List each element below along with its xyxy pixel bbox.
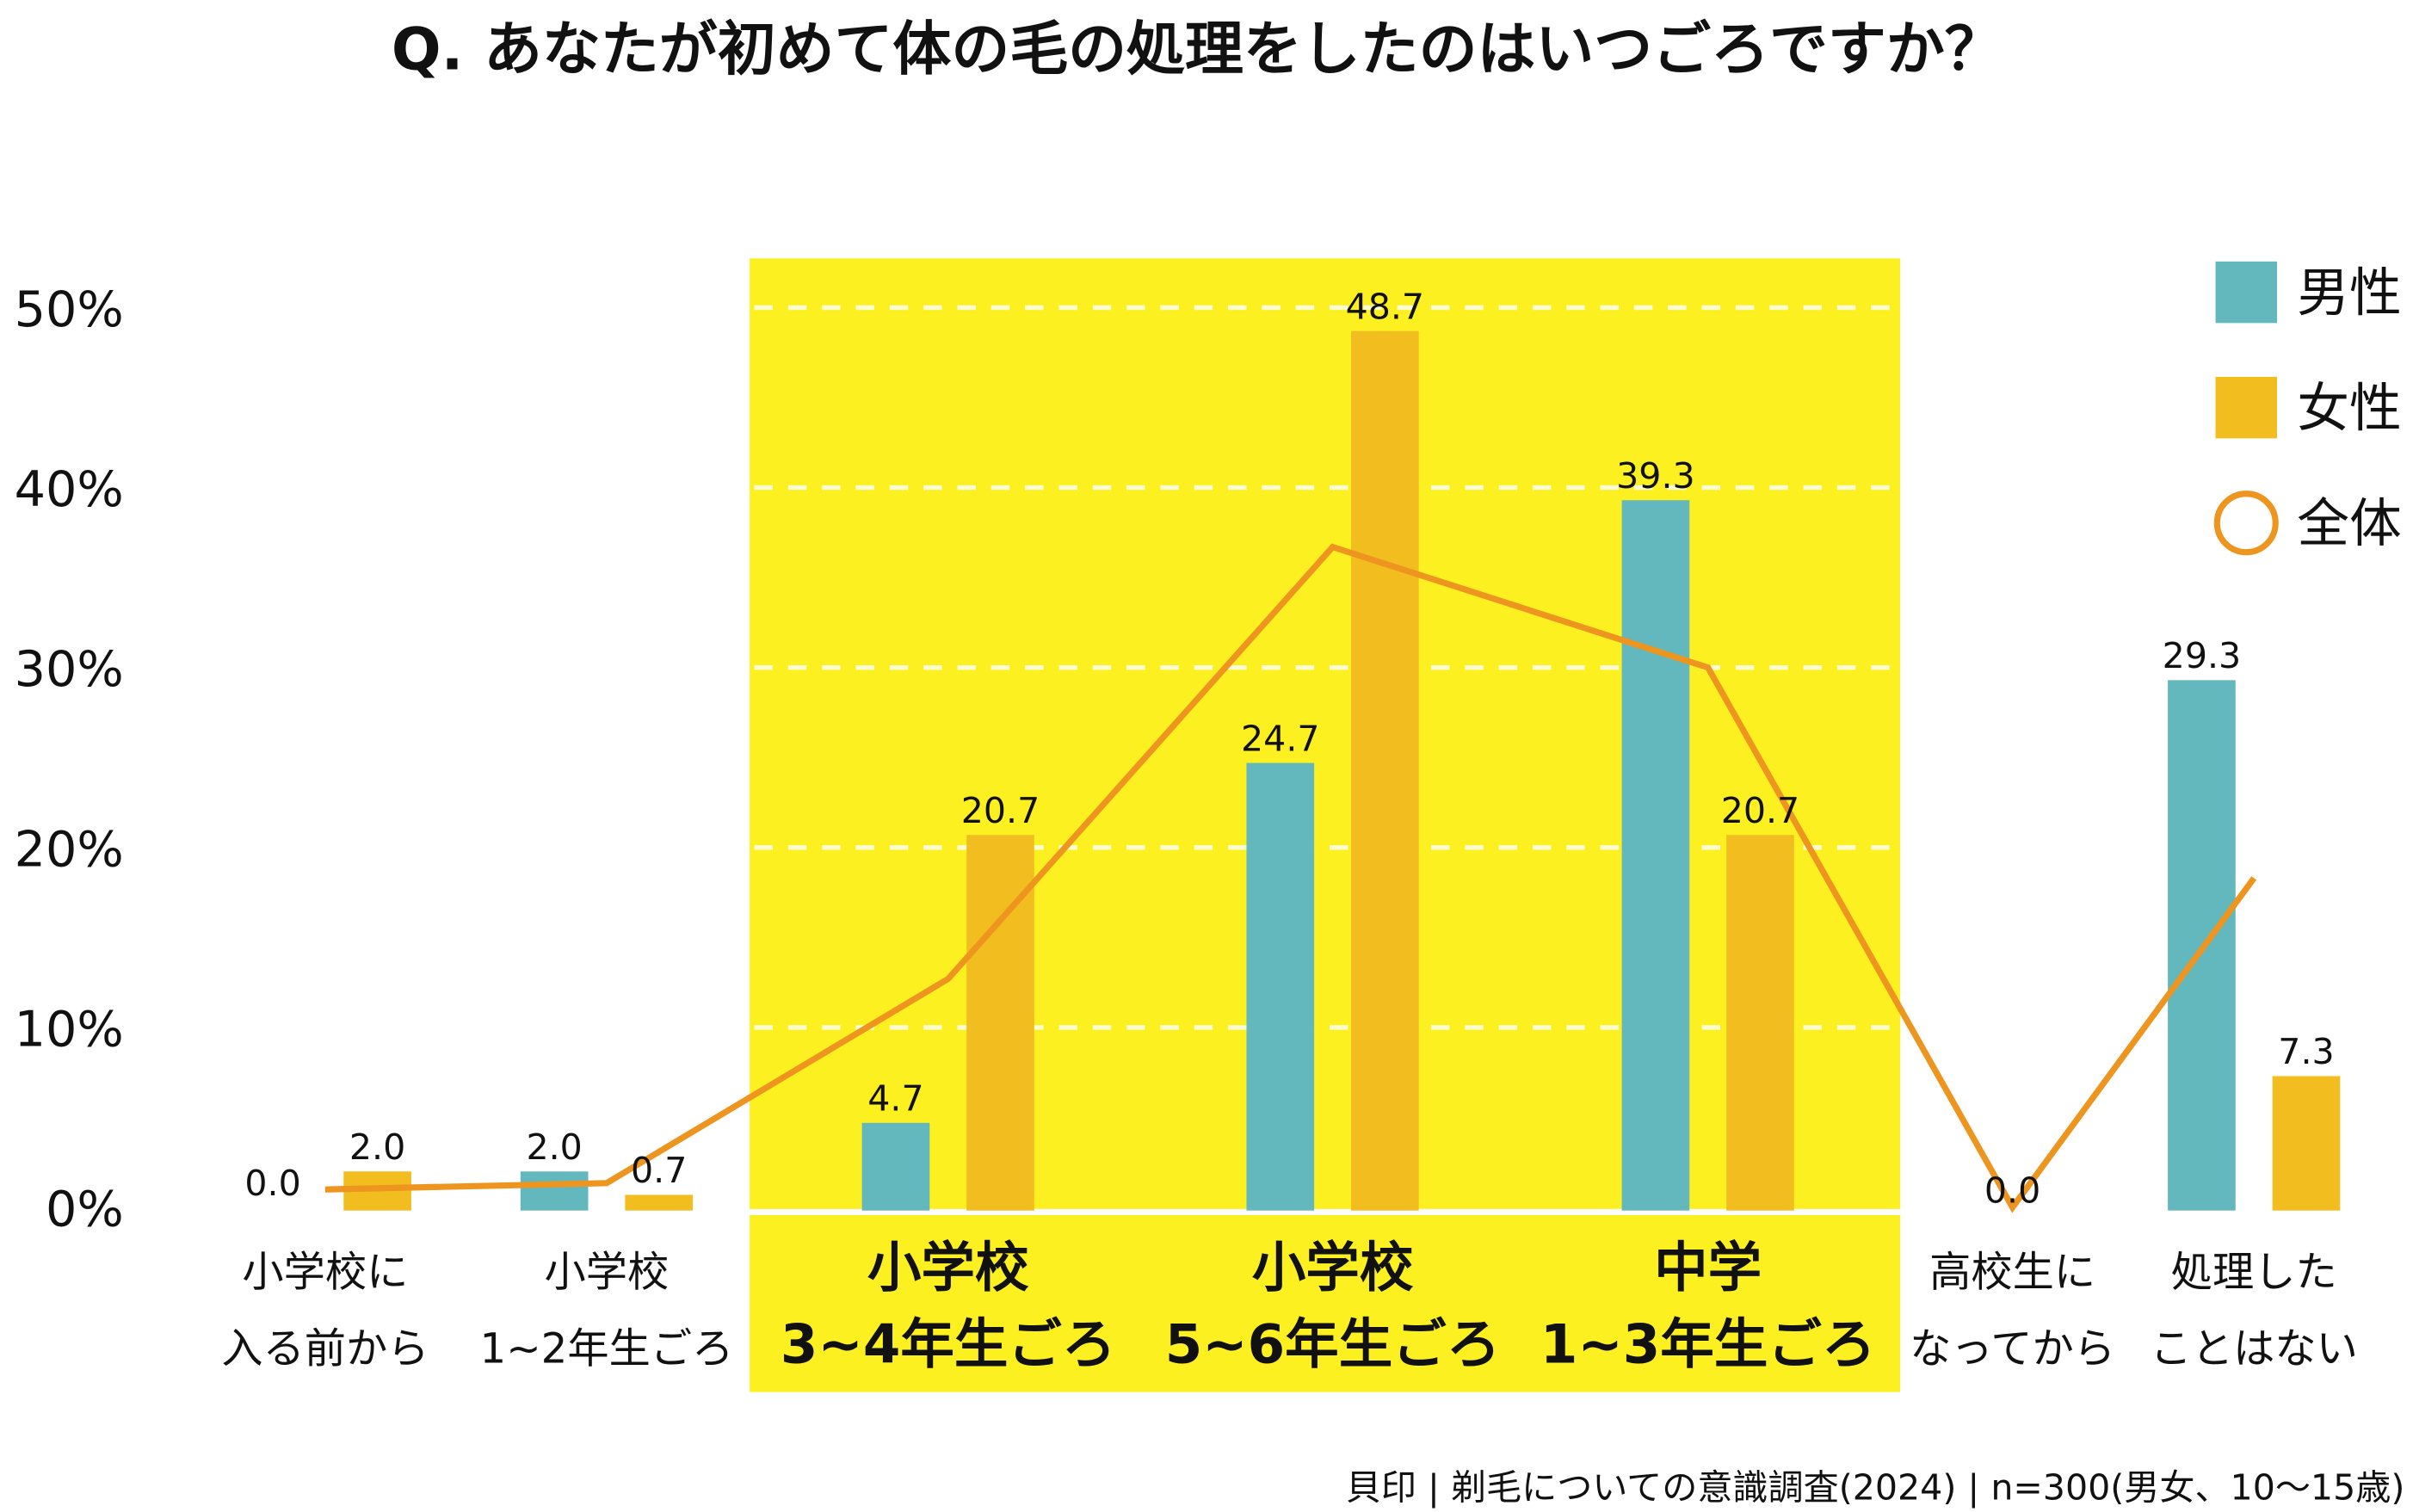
legend-swatch-male [2215,261,2278,324]
data-label: 0.7 [631,1150,687,1191]
bars [343,330,2341,1211]
category-label: 小学校に [242,1248,408,1296]
bar-female [625,1194,694,1211]
legend-label-overall: 全体 [2297,494,2402,554]
bar-male [861,1122,930,1211]
data-label: 2.0 [526,1126,582,1168]
chart-title: Q. あなたが初めて体の毛の処理をしたのはいつごろですか？ [392,15,2003,83]
data-label: 20.7 [1721,790,1800,831]
bar-female [2272,1076,2341,1211]
data-label: 4.7 [867,1078,923,1120]
category-label: 小学校 [867,1236,1029,1299]
bar-female [1726,835,1794,1211]
bar-male [1621,500,1690,1211]
category-label: なってから [1910,1325,2115,1373]
legend-swatch-female [2215,376,2278,439]
data-label: 39.3 [1616,455,1695,497]
data-label: 20.7 [961,790,1040,831]
data-label: 2.0 [349,1126,405,1168]
y-axis-ticks: 0% 10% 20% 30% 40% 50% [15,281,124,1238]
y-tick-label: 20% [15,821,124,878]
bar-male [1246,762,1315,1211]
category-label: 中学 [1654,1236,1762,1299]
data-label: 24.7 [1241,718,1320,759]
legend-label-female: 女性 [2297,379,2402,439]
y-tick-label: 50% [15,281,124,338]
category-label: 処理した [2171,1248,2337,1296]
category-label: 高校生に [1929,1248,2095,1296]
category-label: 1~3年生ごろ [1540,1313,1876,1376]
bar-male [520,1171,589,1211]
legend-label-male: 男性 [2297,263,2402,324]
data-label: 29.3 [2163,635,2242,676]
highlight-band [750,258,1901,1392]
data-label: 0.0 [244,1163,300,1204]
category-label: 小学校 [545,1248,670,1296]
y-tick-label: 0% [46,1182,124,1238]
y-tick-label: 30% [15,641,124,698]
line-overall [324,543,2257,1213]
data-label: 0.0 [1984,1170,2040,1212]
legend-swatch-overall [2213,491,2279,556]
data-label: 48.7 [1346,286,1425,327]
category-label: 3~4年生ごろ [781,1313,1116,1376]
data-labels: 0.0 2.0 2.0 0.7 4.7 20.7 24.7 48.7 39.3 20.7 0.0 29… [244,286,2334,1211]
data-label: 7.3 [2278,1031,2334,1072]
category-label: 入る前から [221,1325,429,1373]
source-note: 貝印 | 剃毛についての意識調査(2024) | n=300(男女、10～15歳… [1346,1467,2405,1509]
legend: 男性 女性 全体 [2213,261,2402,556]
category-label: 小学校 [1252,1236,1414,1299]
category-labels: 小学校に入る前から小学校1~2年生ごろ小学校3~4年生ごろ小学校5~6年生ごろ中… [221,1236,2358,1375]
category-label: 1~2年生ごろ [480,1325,734,1373]
y-tick-label: 40% [15,461,124,518]
bar-female [1351,330,1419,1211]
category-label: ことはない [2151,1325,2358,1373]
overall-line [324,543,2257,1213]
category-label: 5~6年生ごろ [1165,1313,1501,1376]
y-tick-label: 10% [15,1001,124,1058]
